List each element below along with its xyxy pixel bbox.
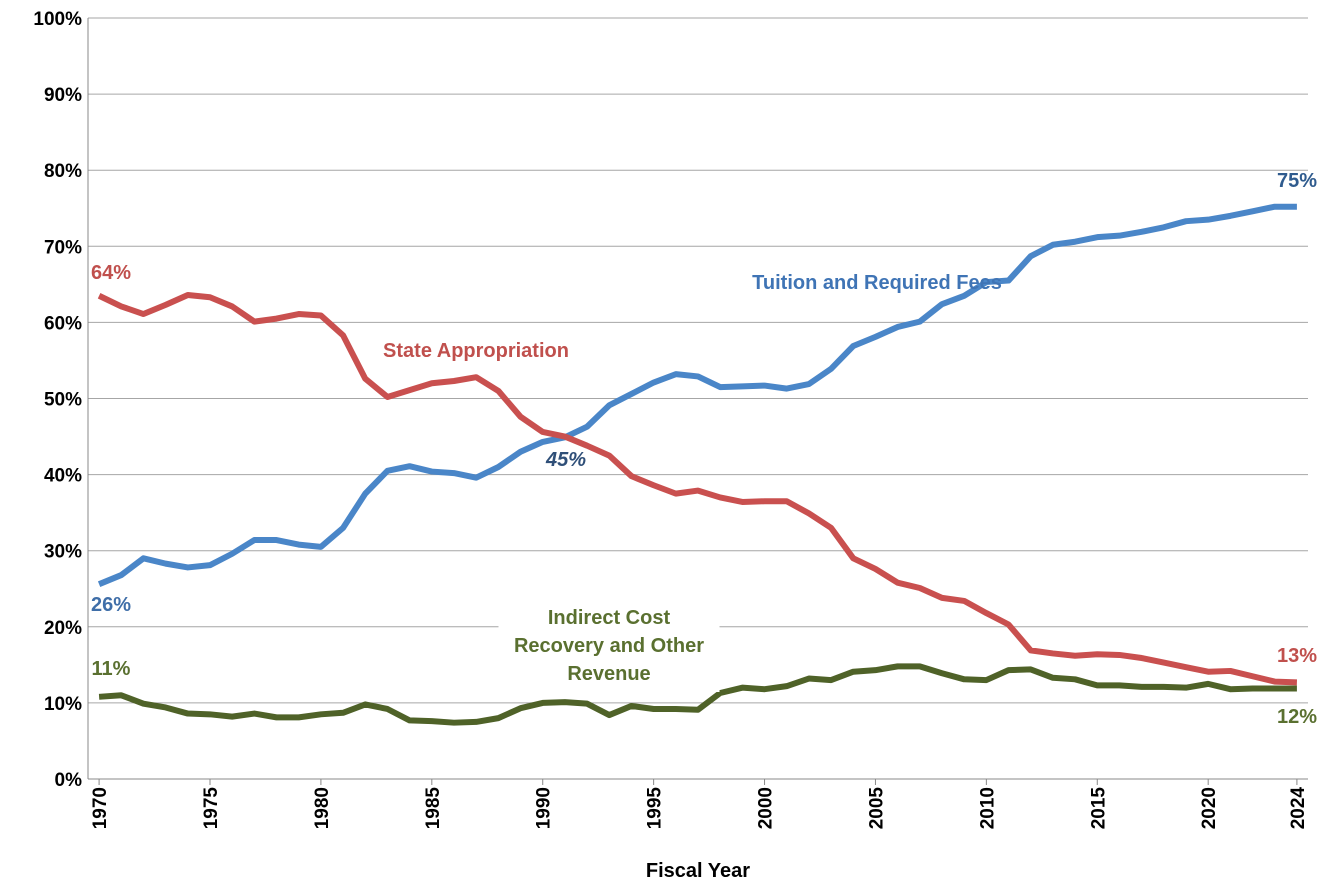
x-tick-label: 1980	[312, 787, 333, 829]
x-axis-label: Fiscal Year	[646, 860, 750, 882]
x-tick-label: 2000	[756, 787, 777, 829]
series-line	[97, 292, 1298, 686]
y-tick-label: 60%	[44, 313, 82, 334]
x-tick-label: 1985	[423, 787, 444, 830]
y-tick-label: 80%	[44, 161, 82, 182]
annotation: 45%	[545, 449, 587, 471]
series-line	[97, 203, 1297, 587]
y-tick-label: 100%	[33, 9, 82, 30]
y-tick-label: 90%	[44, 85, 82, 106]
x-tick-label: 1990	[534, 787, 555, 829]
y-tick-label: 40%	[44, 466, 82, 487]
annotation: 11%	[91, 658, 131, 680]
y-tick-label: 20%	[44, 618, 82, 639]
annotation: 64%	[90, 262, 132, 284]
series-label: Indirect Cost Recovery and Other Revenue	[498, 600, 720, 692]
y-tick-label: 30%	[44, 542, 82, 563]
y-tick-label: 50%	[44, 390, 82, 411]
x-tick-label: 2024	[1288, 787, 1309, 830]
annotation: 26%	[90, 594, 132, 616]
x-tick-label: 2005	[866, 787, 887, 830]
x-tick-label: 2010	[977, 787, 998, 829]
x-tick-label: 2015	[1088, 787, 1109, 830]
x-tick-label: 1995	[645, 787, 666, 830]
series-line	[98, 663, 1297, 726]
x-tick-label: 2020	[1199, 787, 1220, 829]
series-label: State Appropriation	[383, 340, 569, 362]
annotation: 13%	[1276, 645, 1318, 667]
y-tick-label: 10%	[44, 694, 82, 715]
series-label: Tuition and Required Fees	[752, 272, 1002, 294]
annotation: 75%	[1276, 170, 1318, 192]
x-tick-label: 1970	[90, 787, 111, 829]
y-tick-label: 70%	[44, 237, 82, 258]
y-tick-label: 0%	[55, 770, 83, 791]
annotation: 12%	[1276, 706, 1318, 728]
x-tick-label: 1975	[201, 787, 222, 830]
